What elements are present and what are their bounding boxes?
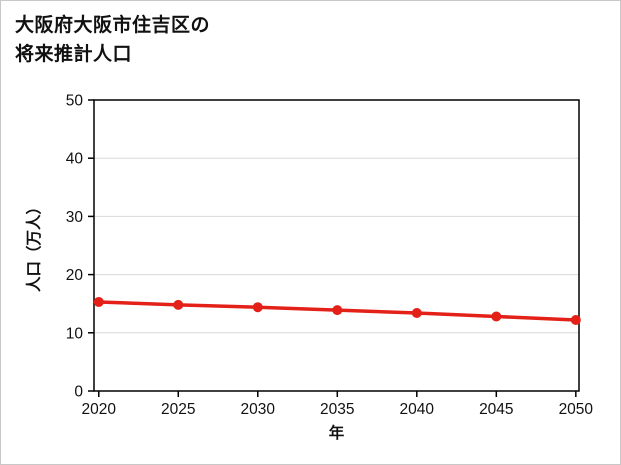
y-tick-label: 30 xyxy=(66,209,84,226)
data-point xyxy=(570,314,581,325)
x-tick-label: 2040 xyxy=(400,401,435,418)
chart-title-line2: 将来推計人口 xyxy=(15,44,133,65)
x-axis-title: 年 xyxy=(329,423,345,442)
x-tick-label: 2035 xyxy=(320,401,354,418)
data-point xyxy=(411,308,422,319)
y-tick-label: 0 xyxy=(74,384,83,401)
plot-border xyxy=(93,99,580,392)
x-tick-label: 2030 xyxy=(241,401,276,418)
x-tick-label: 2025 xyxy=(161,401,195,418)
y-tick-label: 50 xyxy=(66,93,84,110)
y-axis-title: 人口（万人） xyxy=(25,199,43,292)
x-tick-label: 2045 xyxy=(479,401,513,418)
x-tick-label: 2020 xyxy=(82,401,117,418)
y-tick-label: 10 xyxy=(66,325,84,342)
y-tick-label: 40 xyxy=(66,151,84,168)
data-point xyxy=(252,302,263,313)
data-point xyxy=(93,296,104,307)
chart-title-line1: 大阪府大阪市住吉区の xyxy=(15,15,211,36)
data-point xyxy=(491,311,502,322)
y-tick-label: 20 xyxy=(66,267,84,284)
data-point xyxy=(173,299,184,310)
x-tick-label: 2050 xyxy=(559,401,594,418)
chart-title: 大阪府大阪市住吉区の 将来推計人口 xyxy=(15,11,210,69)
data-point xyxy=(332,305,343,316)
